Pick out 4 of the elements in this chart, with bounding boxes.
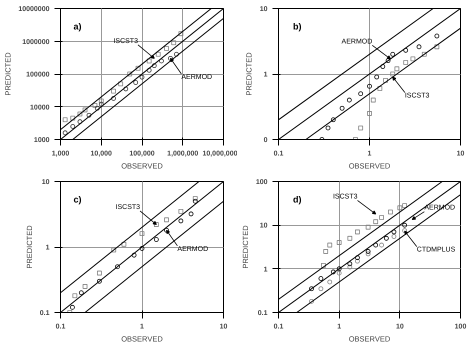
text: c) — [74, 194, 82, 205]
text: d) — [293, 194, 302, 205]
text: a) — [74, 22, 82, 32]
text: b) — [293, 22, 302, 32]
